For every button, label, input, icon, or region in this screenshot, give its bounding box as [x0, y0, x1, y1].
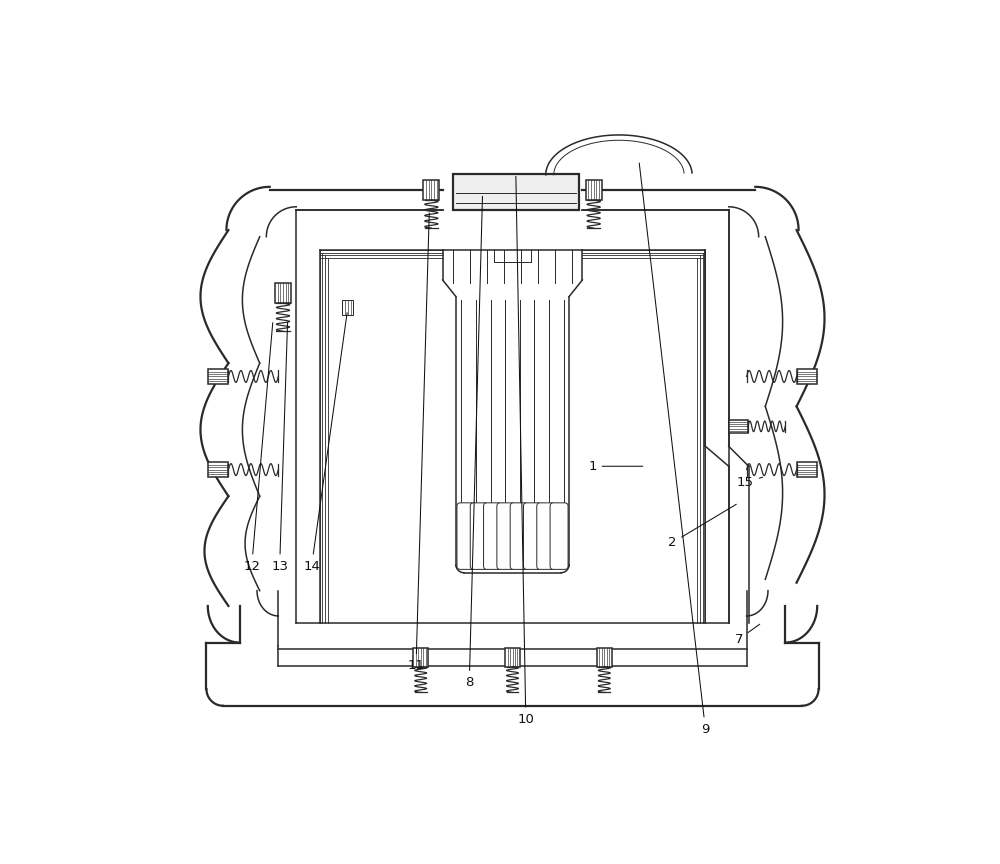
Bar [505, 648, 520, 666]
Bar [797, 369, 817, 384]
Bar [275, 283, 291, 303]
FancyBboxPatch shape [523, 503, 541, 569]
Text: 14: 14 [303, 313, 347, 573]
Bar [342, 300, 353, 314]
FancyBboxPatch shape [497, 503, 515, 569]
Bar [453, 174, 579, 210]
Text: 1: 1 [588, 460, 643, 473]
Bar [208, 462, 228, 477]
Bar [797, 462, 817, 477]
Bar [423, 181, 439, 200]
Text: 13: 13 [271, 322, 288, 573]
Text: 11: 11 [408, 213, 429, 672]
Bar [597, 648, 612, 666]
FancyBboxPatch shape [470, 503, 488, 569]
FancyBboxPatch shape [484, 503, 502, 569]
Text: 7: 7 [734, 624, 760, 645]
Text: 2: 2 [668, 505, 736, 550]
FancyBboxPatch shape [537, 503, 555, 569]
Bar [729, 420, 748, 433]
Text: 8: 8 [465, 196, 482, 689]
Text: 15: 15 [737, 476, 763, 489]
FancyBboxPatch shape [510, 503, 528, 569]
Bar [586, 181, 602, 200]
Text: 12: 12 [243, 322, 273, 573]
Bar [413, 648, 428, 666]
Bar [208, 369, 228, 384]
FancyBboxPatch shape [550, 503, 568, 569]
Text: 10: 10 [516, 176, 534, 726]
Text: 9: 9 [639, 163, 710, 735]
FancyBboxPatch shape [457, 503, 475, 569]
